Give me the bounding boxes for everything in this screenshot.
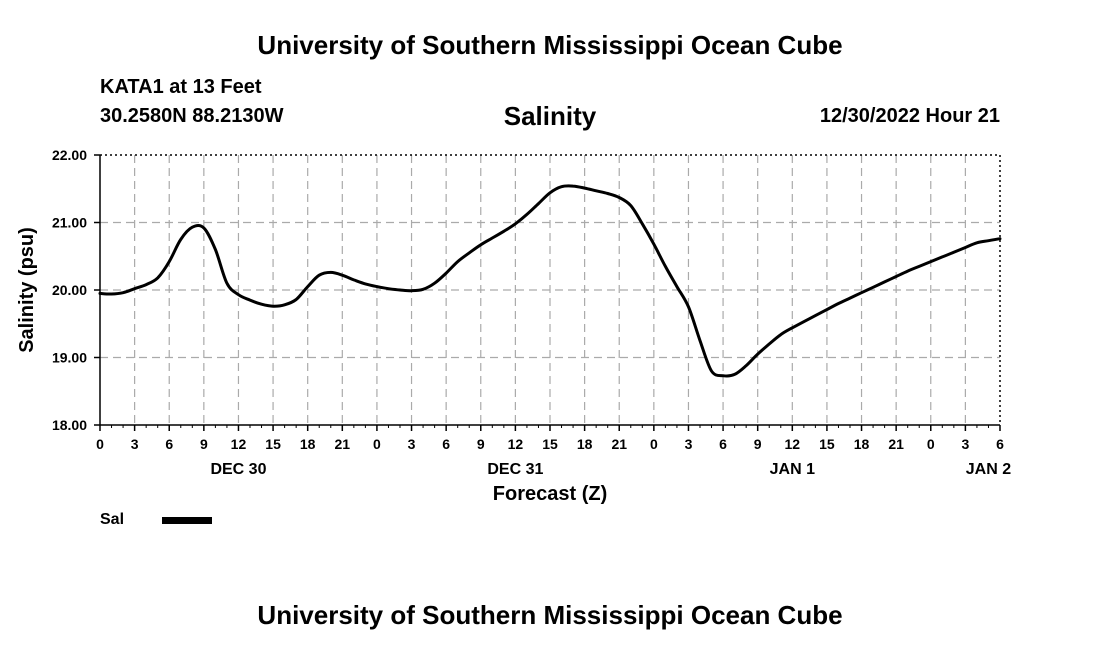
series-line-sal [98,184,1002,378]
x-tick-label: 12 [508,436,524,452]
x-tick-label: 3 [685,436,693,452]
x-tick-label: 21 [335,436,351,452]
x-tick-label: 0 [650,436,658,452]
x-tick-label: 15 [265,436,281,452]
x-tick-label: 6 [165,436,173,452]
date-label: DEC 30 [210,461,266,478]
x-tick-label: 18 [577,436,593,452]
x-tick-label: 0 [373,436,381,452]
x-tick-label: 3 [131,436,139,452]
x-tick-label: 9 [200,436,208,452]
x-tick-label: 15 [819,436,835,452]
y-tick-label: 20.00 [52,282,87,298]
page-title: University of Southern Mississippi Ocean… [257,30,843,60]
legend-swatch [162,517,212,524]
x-tick-label: 12 [785,436,801,452]
x-tick-label: 0 [96,436,104,452]
legend-label: Sal [100,511,125,528]
chart-title: Salinity [503,101,597,131]
coordinates-label: 30.2580N 88.2130W [100,105,284,127]
y-axis-title: Salinity (psu) [16,227,38,353]
x-tick-label: 12 [231,436,247,452]
x-tick-label: 3 [408,436,416,452]
x-tick-label: 9 [754,436,762,452]
forecast-timestamp: 12/30/2022 Hour 21 [819,105,1000,127]
x-tick-label: 6 [996,436,1004,452]
x-tick-label: 18 [300,436,316,452]
x-tick-label: 18 [854,436,870,452]
x-tick-label: 21 [888,436,904,452]
station-label: KATA1 at 13 Feet [100,76,262,98]
footer-title: University of Southern Mississippi Ocean… [257,600,843,630]
x-tick-label: 6 [719,436,727,452]
y-tick-label: 19.00 [52,350,87,366]
y-tick-label: 21.00 [52,215,87,231]
x-tick-label: 21 [611,436,627,452]
date-label: JAN 1 [770,461,815,478]
date-label: DEC 31 [487,461,543,478]
date-label: JAN 2 [966,461,1011,478]
x-tick-label: 6 [442,436,450,452]
y-tick-label: 18.00 [52,417,87,433]
x-tick-label: 15 [542,436,558,452]
y-tick-label: 22.00 [52,147,87,163]
x-axis-title: Forecast (Z) [493,483,607,505]
x-tick-label: 0 [927,436,935,452]
x-tick-label: 3 [961,436,969,452]
x-tick-label: 9 [477,436,485,452]
